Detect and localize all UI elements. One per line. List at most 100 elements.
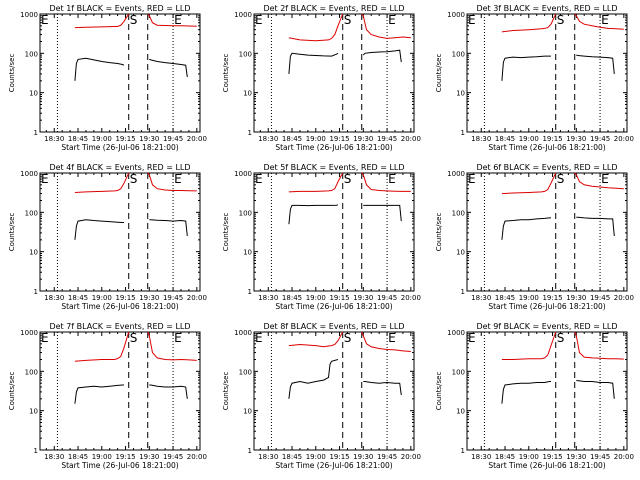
x-tick-label: 18:30 [471, 294, 491, 302]
marker-label: S [557, 13, 565, 27]
x-tick-label: 19:00 [306, 453, 326, 461]
y-tick-label: 1 [248, 288, 252, 296]
y-tick-label: 100 [239, 50, 252, 58]
detector-panel: Det 1f BLACK = Events, RED = LLD 1 10 100 10… [8, 4, 207, 152]
x-axis-label: Start Time (26-Jul-06 18:21:00) [275, 461, 392, 470]
y-tick-label: 1000 [234, 11, 252, 19]
x-tick-label: 20:00 [401, 453, 421, 461]
panel-title: Det 2f BLACK = Events, RED = LLD [263, 4, 404, 13]
x-tick-label: 19:45 [163, 294, 183, 302]
detector-panel: Det 7f BLACK = Events, RED = LLD 1 10 100 10… [8, 322, 207, 470]
marker-label: E [388, 13, 396, 27]
lld-rate-line [288, 13, 344, 42]
marker-label: E [388, 331, 396, 345]
marker-label: S [130, 172, 138, 186]
lld-rate-line [361, 331, 411, 352]
marker-label: E [255, 331, 263, 345]
lld-rate-line [501, 172, 557, 195]
x-tick-label: 19:00 [306, 294, 326, 302]
detector-panel: Det 2f BLACK = Events, RED = LLD 1 10 100 10… [222, 4, 421, 152]
detector-panel: Det 5f BLACK = Events, RED = LLD 1 10 100 10… [222, 163, 421, 311]
y-tick-label: 1000 [20, 170, 38, 178]
axes-frame [253, 172, 415, 292]
axes-frame [39, 13, 201, 133]
events-rate-line [363, 381, 402, 396]
axes-frame [466, 13, 628, 133]
x-axis-label: Start Time (26-Jul-06 18:21:00) [275, 143, 392, 152]
axes-frame [253, 331, 415, 451]
lld-rate-line [74, 331, 130, 362]
x-axis-label: Start Time (26-Jul-06 18:21:00) [488, 143, 605, 152]
x-tick-label: 19:15 [115, 453, 135, 461]
x-tick-label: 19:15 [329, 453, 349, 461]
lld-rate-line [74, 13, 130, 29]
marker-label: E [41, 13, 49, 27]
detector-panel: Det 6f BLACK = Events, RED = LLD 1 10 100 10… [435, 163, 634, 311]
marker-label: E [41, 172, 49, 186]
y-tick-label: 100 [25, 209, 38, 217]
x-tick-label: 19:45 [590, 294, 610, 302]
x-tick-label: 19:30 [139, 453, 159, 461]
x-tick-label: 19:15 [329, 135, 349, 143]
x-tick-label: 19:00 [92, 135, 112, 143]
x-tick-label: 20:00 [614, 453, 634, 461]
marker-label: S [130, 13, 138, 27]
y-tick-label: 100 [25, 50, 38, 58]
x-axis-label: Start Time (26-Jul-06 18:21:00) [61, 143, 178, 152]
events-rate-line [501, 55, 551, 81]
y-tick-label: 10 [456, 90, 465, 98]
y-tick-label: 1 [34, 447, 38, 455]
y-tick-label: 1 [461, 447, 465, 455]
lld-rate-line [574, 172, 624, 190]
panel-title: Det 6f BLACK = Events, RED = LLD [476, 163, 617, 172]
x-tick-label: 18:30 [44, 294, 64, 302]
axes-frame [253, 13, 415, 133]
x-tick-label: 19:00 [92, 453, 112, 461]
marker-label: S [344, 172, 352, 186]
marker-label: E [174, 331, 182, 345]
y-tick-label: 1000 [20, 329, 38, 337]
events-rate-line [362, 49, 402, 63]
y-tick-label: 10 [29, 408, 38, 416]
events-rate-line [149, 58, 188, 78]
marker-label: S [344, 331, 352, 345]
y-tick-label: 1 [248, 129, 252, 137]
x-tick-label: 19:00 [519, 294, 539, 302]
y-tick-label: 100 [452, 368, 465, 376]
x-tick-label: 19:45 [590, 453, 610, 461]
x-tick-label: 19:00 [306, 135, 326, 143]
x-tick-label: 19:45 [163, 135, 183, 143]
x-tick-label: 19:45 [377, 453, 397, 461]
events-rate-line [363, 204, 402, 222]
x-tick-label: 19:45 [377, 294, 397, 302]
x-tick-label: 19:15 [542, 294, 562, 302]
y-axis-label: Counts/sec [222, 372, 230, 411]
axes-frame [39, 172, 201, 292]
x-tick-label: 20:00 [187, 135, 207, 143]
y-axis-label: Counts/sec [435, 213, 443, 252]
y-tick-label: 10 [29, 90, 38, 98]
marker-label: E [468, 13, 476, 27]
y-axis-label: Counts/sec [8, 54, 16, 93]
marker-label: E [468, 172, 476, 186]
lld-rate-line [574, 331, 624, 360]
lld-rate-line [288, 331, 344, 348]
y-tick-label: 1000 [447, 329, 465, 337]
events-rate-line [288, 52, 339, 74]
marker-label: E [388, 172, 396, 186]
panel-title: Det 3f BLACK = Events, RED = LLD [476, 4, 617, 13]
y-tick-label: 100 [25, 368, 38, 376]
y-tick-label: 1 [248, 447, 252, 455]
x-tick-label: 20:00 [401, 294, 421, 302]
x-tick-label: 18:30 [471, 135, 491, 143]
y-tick-label: 10 [456, 249, 465, 257]
y-axis-label: Counts/sec [222, 213, 230, 252]
lld-rate-line [361, 13, 411, 39]
x-tick-label: 19:45 [377, 135, 397, 143]
x-tick-label: 19:15 [542, 453, 562, 461]
events-rate-line [501, 381, 551, 404]
x-tick-label: 20:00 [187, 453, 207, 461]
events-rate-line [74, 384, 124, 404]
events-rate-line [288, 359, 339, 399]
x-tick-label: 18:30 [44, 453, 64, 461]
